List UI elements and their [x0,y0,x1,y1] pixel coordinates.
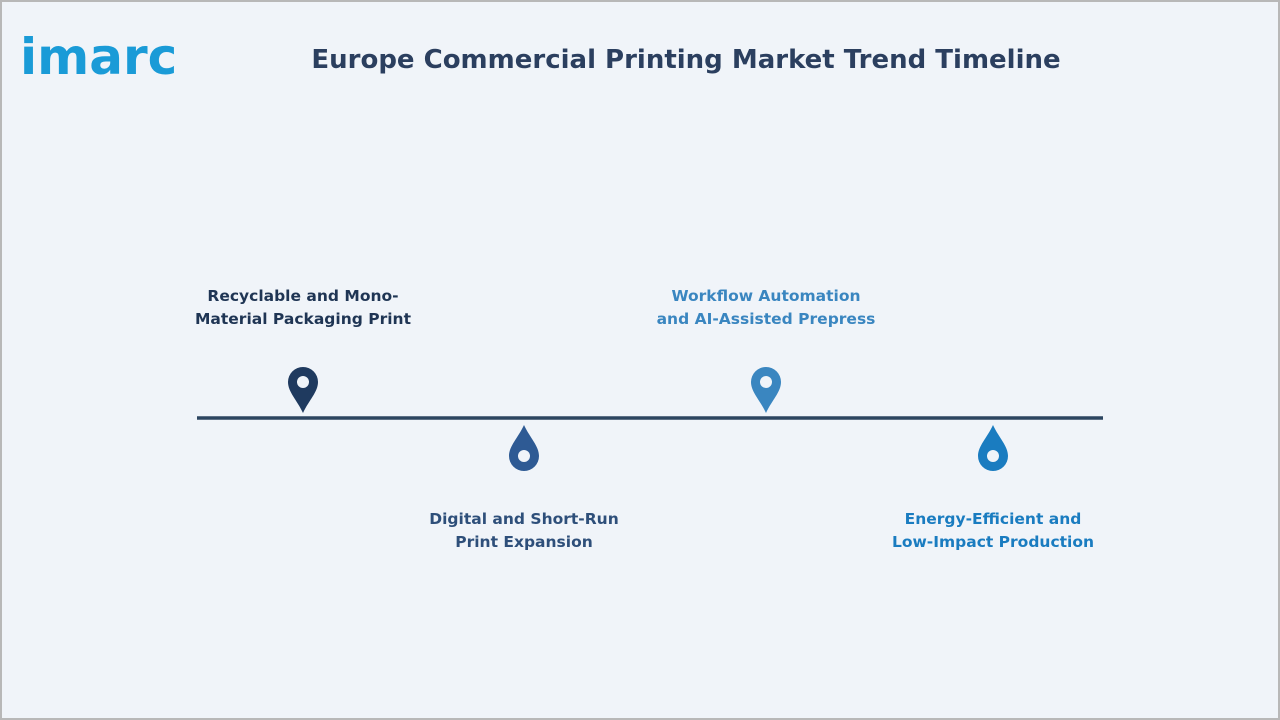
pin [288,367,318,413]
item-label: Workflow Automation [671,287,860,305]
pin-hole [760,376,772,388]
item-label: Energy-Efficient and [905,510,1082,528]
pin [751,367,781,413]
item-label: and AI-Assisted Prepress [657,310,876,328]
marker [288,367,318,413]
timeline-items: Recyclable and Mono- Material Packaging P… [195,287,1094,551]
pin-hole [987,450,999,462]
marker [751,367,781,413]
pin-hole [518,450,530,462]
item-label: Print Expansion [455,533,593,551]
logo: imarc [20,28,177,86]
marker [509,425,539,471]
pin [509,425,539,471]
pin-hole [297,376,309,388]
title: Europe Commercial Printing Market Trend … [311,45,1060,75]
item-label: Material Packaging Print [195,310,412,328]
item-label: Digital and Short-Run [429,510,619,528]
pin [978,425,1008,471]
item-label: Recyclable and Mono- [207,287,398,305]
item-label: Low-Impact Production [892,533,1094,551]
marker [978,425,1008,471]
